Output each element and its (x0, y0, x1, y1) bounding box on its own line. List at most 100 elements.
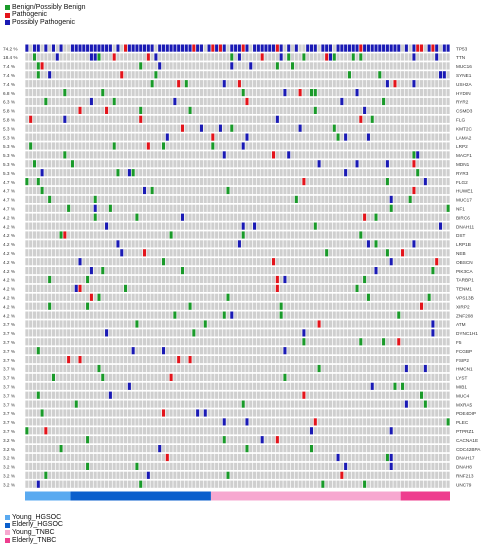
empty-cell (302, 311, 306, 319)
empty-cell (78, 409, 82, 417)
empty-cell (40, 249, 44, 257)
empty-cell (370, 364, 374, 373)
empty-cell (230, 89, 234, 97)
empty-cell (370, 347, 374, 355)
empty-cell (249, 400, 253, 408)
empty-cell (70, 142, 74, 150)
empty-cell (108, 106, 112, 114)
empty-cell (397, 400, 401, 408)
empty-cell (127, 142, 131, 150)
empty-cell (218, 311, 222, 319)
empty-cell (59, 267, 63, 275)
empty-cell (234, 106, 238, 114)
empty-cell (177, 284, 181, 292)
empty-cell (184, 364, 188, 373)
empty-cell (264, 204, 268, 212)
empty-cell (393, 400, 397, 408)
empty-cell (70, 204, 74, 212)
empty-cell (105, 267, 109, 275)
empty-cell (374, 106, 378, 114)
empty-cell (86, 213, 90, 221)
empty-cell (112, 427, 116, 435)
empty-cell (222, 169, 226, 177)
mutation-cell (412, 151, 416, 159)
empty-cell (249, 347, 253, 355)
empty-cell (116, 142, 120, 150)
empty-cell (431, 178, 435, 186)
empty-cell (63, 106, 67, 114)
empty-cell (302, 115, 306, 123)
empty-cell (256, 178, 260, 186)
empty-cell (40, 231, 44, 239)
empty-cell (427, 62, 431, 70)
empty-cell (435, 89, 439, 97)
empty-cell (370, 338, 374, 346)
empty-cell (67, 106, 71, 114)
empty-cell (70, 222, 74, 230)
empty-cell (393, 89, 397, 97)
empty-cell (408, 106, 412, 114)
empty-cell (446, 329, 450, 337)
empty-cell (177, 213, 181, 221)
mutation-cell (173, 44, 177, 52)
mutation-cell (397, 44, 401, 52)
empty-cell (158, 258, 162, 266)
empty-cell (446, 249, 450, 257)
empty-cell (150, 97, 154, 106)
empty-cell (332, 44, 336, 52)
empty-cell (366, 249, 370, 257)
empty-cell (188, 267, 192, 275)
empty-cell (423, 373, 427, 381)
empty-cell (158, 338, 162, 346)
empty-cell (146, 160, 150, 168)
empty-cell (355, 267, 359, 275)
mutation-cell (412, 186, 416, 195)
empty-cell (431, 373, 435, 381)
empty-cell (173, 186, 177, 195)
empty-cell (207, 293, 211, 301)
empty-cell (97, 222, 101, 230)
empty-cell (336, 186, 340, 195)
empty-cell (78, 293, 82, 301)
empty-cell (196, 302, 200, 310)
empty-cell (416, 356, 420, 364)
empty-cell (268, 373, 272, 381)
empty-cell (351, 338, 355, 346)
empty-cell (154, 302, 158, 310)
mutation-cell (317, 160, 321, 168)
empty-cell (188, 400, 192, 408)
empty-cell (226, 44, 230, 52)
empty-cell (142, 62, 147, 70)
empty-cell (309, 311, 314, 319)
empty-cell (120, 169, 124, 177)
empty-cell (412, 124, 416, 132)
empty-cell (241, 204, 245, 212)
empty-cell (302, 356, 306, 364)
mutation-cell (93, 44, 97, 52)
empty-cell (139, 267, 143, 275)
empty-cell (382, 347, 386, 355)
empty-cell (431, 160, 435, 168)
empty-cell (313, 284, 317, 292)
empty-cell (423, 186, 427, 195)
empty-cell (29, 275, 33, 284)
empty-cell (245, 338, 249, 346)
empty-cell (423, 133, 427, 141)
empty-cell (74, 178, 78, 186)
empty-cell (344, 80, 348, 88)
empty-cell (105, 249, 109, 257)
empty-cell (124, 106, 128, 114)
mutation-cell (150, 44, 154, 52)
empty-cell (374, 347, 378, 355)
mutation-cell (359, 338, 363, 346)
empty-cell (241, 97, 245, 106)
mutation-cell (275, 62, 279, 70)
empty-cell (93, 284, 97, 292)
empty-cell (67, 71, 71, 79)
empty-cell (438, 178, 443, 186)
empty-cell (59, 391, 63, 399)
empty-cell (438, 427, 443, 435)
empty-cell (309, 373, 314, 381)
empty-cell (325, 222, 329, 230)
empty-cell (146, 436, 150, 444)
